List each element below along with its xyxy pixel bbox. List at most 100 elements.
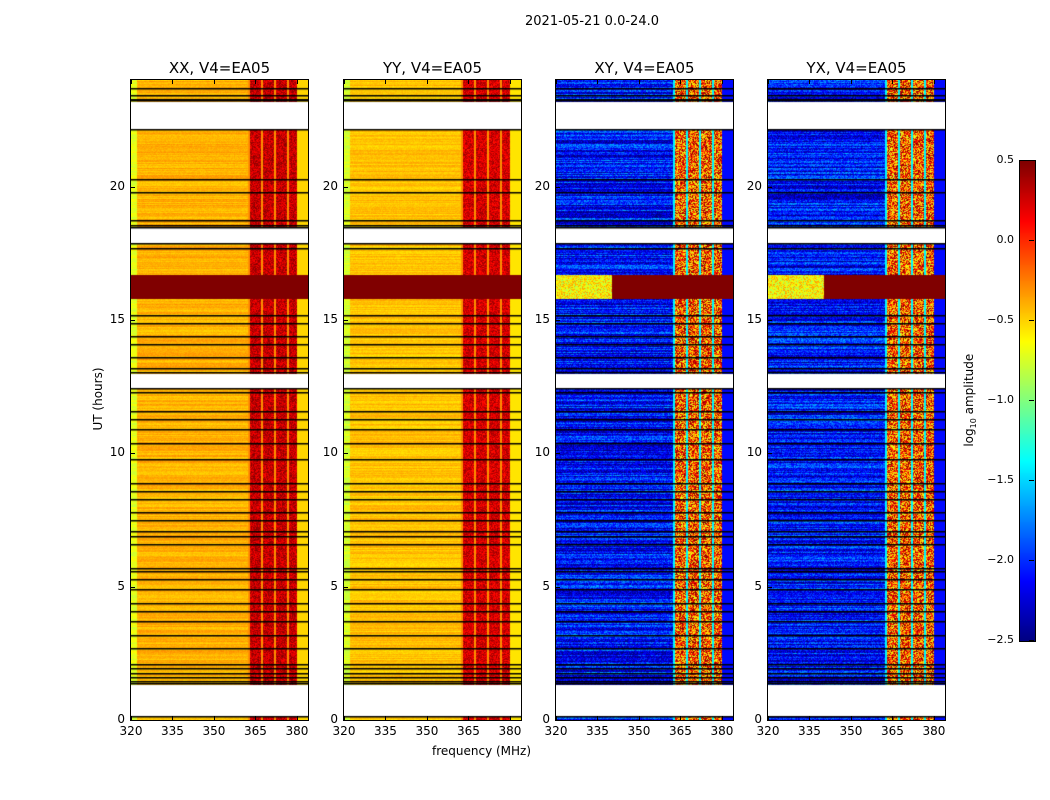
colorbar-tick-label: −0.5: [987, 313, 1014, 326]
x-tick-mark: [213, 716, 215, 720]
x-tick-mark: [385, 80, 387, 84]
colorbar: [1019, 160, 1036, 642]
x-tick-label: 335: [374, 724, 397, 738]
y-tick-label: 20: [109, 178, 125, 193]
x-tick-mark: [172, 80, 174, 84]
y-tick-label: 0: [542, 712, 550, 726]
y-tick-mark: [131, 320, 135, 321]
y-tick-label: 15: [109, 312, 125, 326]
y-tick-mark: [344, 320, 348, 321]
colorbar-tick-label: −2.5: [987, 633, 1014, 646]
x-tick-mark: [680, 716, 682, 720]
colorbar-tick-mark: [1029, 240, 1034, 241]
y-tick-mark: [344, 720, 348, 721]
y-tick-label: 20: [322, 178, 338, 193]
x-tick-mark: [721, 716, 723, 720]
y-tick-label: 15: [322, 312, 338, 326]
colorbar-tick-mark: [1029, 480, 1034, 481]
x-tick-label: 335: [161, 724, 184, 738]
colorbar-tick-label: −2.0: [987, 553, 1014, 566]
x-tick-mark: [850, 716, 852, 720]
x-tick-label: 365: [244, 724, 267, 738]
x-tick-mark: [556, 716, 557, 720]
x-tick-mark: [933, 80, 935, 84]
x-tick-label: 380: [498, 724, 522, 738]
x-tick-mark: [933, 716, 935, 720]
x-tick-label: 350: [839, 724, 863, 738]
x-tick-mark: [638, 80, 640, 84]
x-tick-label: 320: [756, 724, 780, 738]
y-tick-label: 20: [534, 178, 550, 193]
y-tick-mark: [131, 186, 135, 188]
y-tick-mark: [344, 453, 348, 455]
x-tick-mark: [385, 716, 387, 720]
x-tick-mark: [768, 716, 769, 720]
x-tick-mark: [509, 80, 511, 84]
x-tick-label: 335: [586, 724, 609, 738]
colorbar-tick-mark: [1029, 320, 1034, 321]
x-tick-mark: [426, 80, 428, 84]
y-tick-mark: [556, 720, 560, 721]
y-tick-mark: [556, 320, 560, 321]
y-tick-mark: [131, 586, 135, 588]
x-tick-mark: [426, 716, 428, 720]
x-tick-mark: [468, 716, 470, 720]
x-tick-label: 380: [922, 724, 946, 738]
colorbar-tick-label: 0.0: [996, 233, 1015, 246]
x-tick-label: 320: [544, 724, 568, 738]
figure-suptitle: 2021-05-21 0.0-24.0: [525, 14, 659, 29]
x-tick-mark: [892, 80, 894, 84]
x-tick-label: 350: [627, 724, 651, 738]
x-tick-mark: [597, 80, 599, 84]
heatmap-panel-3: [767, 79, 946, 721]
x-tick-mark: [344, 80, 345, 84]
x-tick-mark: [255, 80, 257, 84]
heatmap-panel-0: [130, 79, 309, 721]
x-tick-label: 350: [415, 724, 439, 738]
x-tick-mark: [768, 80, 769, 84]
y-tick-label: 10: [322, 445, 338, 460]
y-tick-label: 5: [117, 578, 125, 593]
y-tick-label: 0: [754, 712, 762, 726]
x-tick-label: 365: [881, 724, 904, 738]
x-tick-mark: [638, 716, 640, 720]
y-tick-label: 10: [534, 445, 550, 460]
x-tick-mark: [680, 80, 682, 84]
colorbar-tick-mark: [1029, 560, 1034, 561]
y-tick-mark: [768, 720, 772, 721]
panel-title: XX, V4=EA05: [168, 59, 271, 77]
y-tick-label: 5: [330, 578, 338, 593]
y-tick-mark: [344, 186, 348, 188]
y-tick-mark: [131, 453, 135, 455]
y-tick-label: 5: [542, 578, 550, 593]
x-tick-mark: [344, 716, 345, 720]
y-tick-mark: [768, 186, 772, 188]
colorbar-tick-label: −1.0: [987, 393, 1014, 406]
x-tick-mark: [892, 716, 894, 720]
y-tick-mark: [556, 586, 560, 588]
x-tick-mark: [809, 716, 811, 720]
panel-title: YX, V4=EA05: [806, 59, 907, 77]
x-tick-label: 380: [285, 724, 309, 738]
x-tick-label: 320: [332, 724, 356, 738]
y-tick-label: 10: [109, 445, 125, 460]
colorbar-tick-mark: [1029, 400, 1034, 401]
x-tick-mark: [597, 716, 599, 720]
y-tick-mark: [768, 320, 772, 321]
x-tick-label: 365: [457, 724, 480, 738]
y-tick-label: 0: [330, 712, 338, 726]
colorbar-tick-mark: [1029, 640, 1034, 641]
x-tick-mark: [131, 716, 132, 720]
y-tick-label: 0: [117, 712, 125, 726]
x-tick-mark: [131, 80, 132, 84]
x-tick-mark: [721, 80, 723, 84]
colorbar-tick-label: 0.5: [996, 153, 1015, 166]
y-tick-mark: [768, 453, 772, 455]
x-tick-label: 350: [202, 724, 226, 738]
y-tick-mark: [768, 586, 772, 588]
x-tick-mark: [255, 716, 257, 720]
x-tick-mark: [296, 716, 298, 720]
x-tick-mark: [296, 80, 298, 84]
y-tick-label: 10: [746, 445, 762, 460]
colorbar-tick-mark: [1029, 160, 1034, 161]
